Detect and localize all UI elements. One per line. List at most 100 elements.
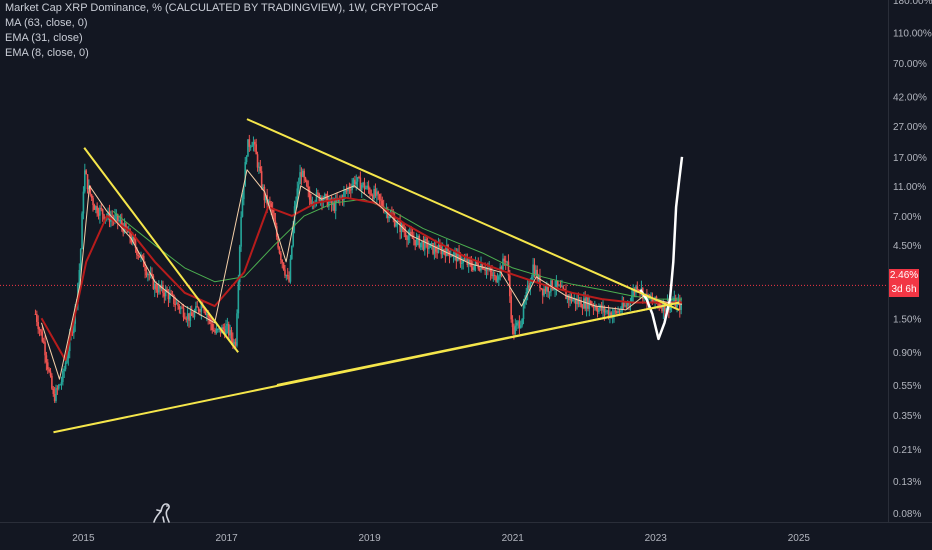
legend-indicator-ma63[interactable]: MA (63, close, 0)	[5, 17, 88, 29]
trendlines-group	[53, 118, 680, 434]
candle-body	[71, 331, 74, 334]
candle-body	[100, 207, 103, 210]
trendline[interactable]	[83, 147, 239, 353]
candle-body	[546, 286, 548, 292]
candle-body	[498, 276, 500, 280]
candle-body	[55, 388, 57, 401]
candle-body	[90, 194, 93, 199]
candle-body	[85, 170, 87, 175]
price-axis[interactable]: 180.00% 110.00% 70.00% 42.00% 27.00% 17.00% 11…	[893, 0, 932, 520]
candle-body	[118, 220, 120, 222]
legend-title[interactable]: Market Cap XRP Dominance, % (CALCULATED …	[5, 2, 439, 14]
candle-body	[417, 236, 419, 238]
legend-indicator-ema31[interactable]: EMA (31, close)	[5, 32, 83, 44]
candle-body	[565, 291, 567, 300]
candle-body	[92, 198, 94, 205]
candle-body	[249, 146, 252, 148]
candle-body	[526, 285, 529, 293]
candle-body	[495, 276, 497, 282]
tradingview-logo-icon[interactable]	[150, 499, 176, 525]
candle-body	[240, 216, 242, 247]
time-axis[interactable]: 2015 2017 2019 2021 2023 2025	[72, 533, 810, 544]
candle-body	[284, 269, 286, 276]
candle-body	[551, 280, 554, 290]
candle-body	[594, 306, 596, 308]
candle-body	[559, 285, 562, 288]
candle-body	[500, 266, 503, 271]
candle-body	[424, 239, 426, 250]
candle-body	[366, 185, 369, 188]
candle-body	[569, 295, 571, 301]
trendline[interactable]	[246, 118, 680, 311]
y-tick-label: 0.21%	[893, 445, 921, 456]
candle-body	[115, 214, 118, 216]
candle-body	[304, 177, 307, 181]
candle-body	[264, 195, 267, 201]
candle-body	[528, 285, 530, 289]
candle-body	[419, 242, 422, 248]
candle-body	[57, 385, 60, 389]
candle-body	[166, 289, 168, 292]
candle-body	[622, 302, 625, 307]
candle-body	[451, 255, 454, 257]
candle-body	[444, 251, 447, 256]
candle-body	[355, 181, 358, 185]
candle-body	[436, 251, 438, 253]
candle-body	[278, 247, 281, 254]
trendline[interactable]	[276, 301, 680, 386]
candle-body	[78, 269, 81, 284]
candle-body	[311, 202, 314, 204]
chart-legend: Market Cap XRP Dominance, % (CALCULATED …	[5, 1, 438, 61]
candle-body	[614, 310, 617, 312]
candle-body	[589, 300, 592, 306]
candle-body	[262, 186, 264, 188]
candle-body	[200, 303, 203, 312]
candle-body	[395, 225, 397, 227]
candle-body	[478, 268, 481, 271]
y-tick-label: 4.50%	[893, 241, 921, 252]
candle-body	[535, 269, 537, 276]
candle-body	[137, 255, 140, 257]
candle-body	[580, 300, 582, 308]
x-tick-label: 2023	[645, 533, 668, 544]
candle-body	[363, 182, 366, 190]
candle-body	[328, 201, 330, 207]
candle-body	[38, 328, 41, 330]
candle-body	[484, 268, 486, 271]
candle-body	[665, 308, 667, 312]
candle-body	[256, 154, 259, 168]
ema31-line	[40, 196, 682, 362]
candle-body	[73, 323, 75, 334]
candle-body	[274, 220, 277, 227]
candle-body	[452, 252, 455, 256]
candle-body	[607, 310, 610, 317]
y-tick-label: 42.00%	[893, 93, 927, 104]
candle-body	[155, 283, 157, 291]
candle-body	[46, 362, 49, 370]
candle-body	[219, 328, 222, 334]
candle-body	[330, 198, 333, 205]
candle-body	[603, 306, 606, 313]
candle-body	[186, 313, 189, 320]
candle-body	[380, 198, 382, 201]
candle-body	[333, 203, 336, 212]
candle-body	[496, 279, 499, 282]
candle-body	[248, 139, 251, 147]
y-tick-label: 0.35%	[893, 411, 921, 422]
candle-body	[443, 249, 445, 252]
candle-body	[134, 240, 137, 249]
y-tick-label: 0.55%	[893, 381, 921, 392]
candle-body	[489, 268, 492, 273]
legend-indicator-ema8[interactable]: EMA (8, close, 0)	[5, 47, 89, 59]
candle-body	[513, 327, 515, 335]
candle-body	[524, 300, 526, 304]
candle-body	[598, 308, 600, 312]
candle-body	[226, 323, 229, 326]
candle-body	[42, 341, 45, 343]
candle-body	[334, 199, 337, 212]
x-tick-label: 2015	[72, 533, 95, 544]
candle-body	[624, 305, 626, 307]
candle-body	[676, 301, 678, 308]
candle-body	[103, 214, 105, 219]
